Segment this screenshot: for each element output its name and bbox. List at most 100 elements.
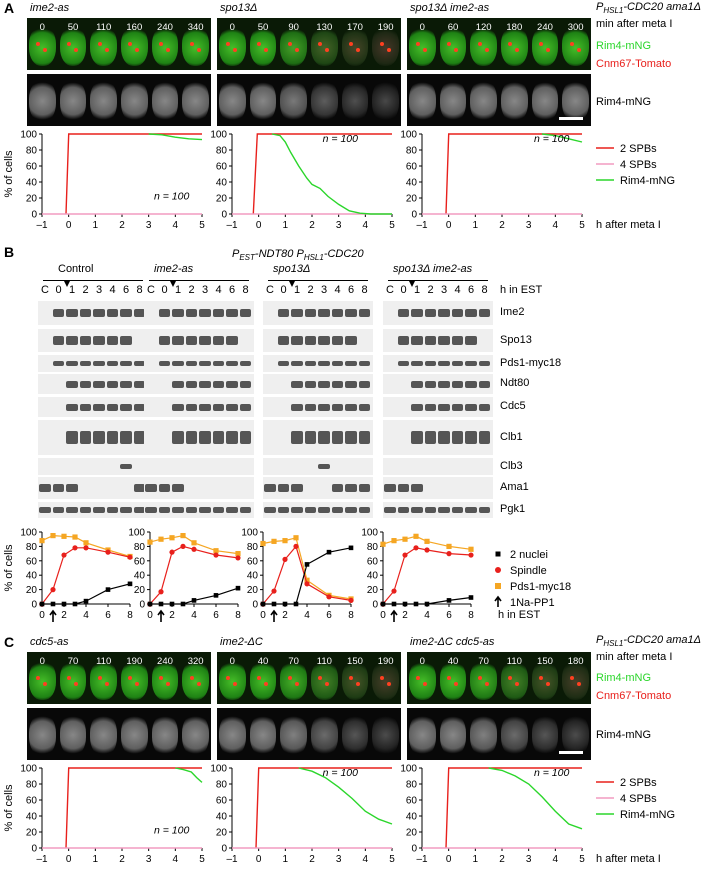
blot-band (304, 507, 316, 513)
series-line-rim4-mng (488, 767, 583, 830)
blot-band (93, 308, 105, 318)
gray-cell (121, 80, 148, 122)
strain-group-title: Control (58, 263, 94, 275)
blot-band (451, 336, 463, 345)
rim4-gray-label: Rim4-mNG (596, 729, 651, 741)
green-cell (341, 26, 369, 66)
green-cell (562, 660, 589, 700)
x-tick-label: –1 (416, 220, 428, 231)
blot-band (120, 507, 132, 513)
timepoint-label: 70 (478, 656, 489, 667)
blot-band (424, 403, 436, 411)
blot-band (358, 507, 370, 513)
spb-dot (74, 48, 78, 52)
data-point (391, 588, 397, 594)
spb-dot (294, 48, 299, 52)
data-point (304, 577, 310, 583)
y-tick-label: 20 (406, 828, 418, 839)
blot-band (66, 308, 78, 318)
spb-dot (43, 48, 48, 52)
x-tick-label: 1 (473, 854, 479, 865)
micrograph-strip-green: 0 50 110 160 240 340 (27, 18, 211, 70)
spb-dot (196, 48, 201, 52)
data-point (402, 552, 408, 558)
blot-row-label: Ama1 (500, 481, 529, 493)
blot-band (345, 380, 357, 388)
legend-label: 4 SPBs (620, 793, 657, 805)
drug-add-arrow (270, 609, 278, 622)
spb-dot (166, 48, 170, 52)
y-tick-label: 100 (400, 764, 417, 775)
blot-row (263, 477, 373, 499)
y-tick-label: 100 (20, 764, 37, 775)
x-tick-label: 4 (553, 220, 559, 231)
green-cell (29, 26, 56, 66)
spb-dot (104, 682, 109, 686)
blot-band (52, 336, 64, 345)
legend-label: 4 SPBs (620, 159, 657, 171)
spb-dot (546, 48, 550, 52)
data-point (304, 562, 310, 567)
spb-dot (508, 676, 513, 680)
blot-band (212, 507, 224, 513)
series-line-2-spbs (65, 767, 202, 849)
x-tick-label: 0 (256, 854, 262, 865)
blot-band (239, 403, 251, 411)
x-tick-label: 2 (282, 610, 288, 621)
data-point (424, 601, 430, 607)
blot-band (331, 336, 343, 345)
blot-row (38, 477, 148, 499)
timepoint-label: 0 (419, 22, 425, 33)
blot-band (106, 360, 118, 367)
green-cell (249, 660, 277, 700)
n-annotation: n = 100 (534, 767, 569, 779)
blot-band (304, 431, 316, 444)
blot-band (465, 403, 477, 411)
panel-c-letter: C (4, 634, 15, 650)
blot-row-label: Pds1-myc18 (500, 356, 562, 369)
series-line-2-nuclei (263, 547, 352, 605)
blot-band (158, 507, 170, 513)
x-tick-label: –1 (226, 854, 238, 865)
lane-label: 1 (413, 284, 421, 296)
blot-band (465, 431, 477, 444)
blot-band (291, 403, 303, 411)
series-line-rim4-mng (271, 133, 392, 215)
legend-label: Spindle (510, 565, 547, 577)
blot-band (212, 431, 224, 444)
lane-label: 8 (361, 284, 368, 296)
green-cell (151, 660, 179, 700)
blot-band (79, 360, 91, 367)
lane-label: 1 (174, 284, 182, 296)
timepoint-label: 240 (157, 656, 173, 667)
y-tick-label: 40 (247, 571, 259, 582)
x-tick-label: 3 (146, 220, 152, 231)
timepoint-label: 110 (506, 656, 522, 667)
timepoint-label: 50 (67, 22, 79, 33)
data-point (61, 533, 67, 539)
green-cell (470, 660, 497, 700)
x-tick-label: 4 (83, 610, 89, 621)
blot-band (133, 308, 145, 318)
gray-cell (311, 80, 338, 122)
data-point (169, 535, 175, 541)
legend-label: Rim4-mNG (620, 175, 675, 187)
spb-dot (484, 682, 489, 686)
blot-band (438, 403, 450, 411)
blot-band (277, 507, 289, 513)
lane-label: 8 (481, 284, 488, 296)
legend-marker (495, 583, 501, 589)
strain-group-title: ime2-as (154, 263, 194, 275)
spb-dot (287, 676, 292, 680)
timepoint-label: 0 (229, 22, 235, 33)
blot-band (226, 336, 238, 345)
x-tick-label: 1 (473, 220, 479, 231)
blot-band (106, 308, 118, 318)
blot-band (212, 336, 224, 345)
data-point (180, 601, 186, 607)
blot-band (120, 336, 132, 345)
spb-dot (356, 682, 360, 686)
green-cell (501, 660, 528, 700)
spb-dot (67, 676, 71, 680)
blot-row (383, 301, 493, 325)
